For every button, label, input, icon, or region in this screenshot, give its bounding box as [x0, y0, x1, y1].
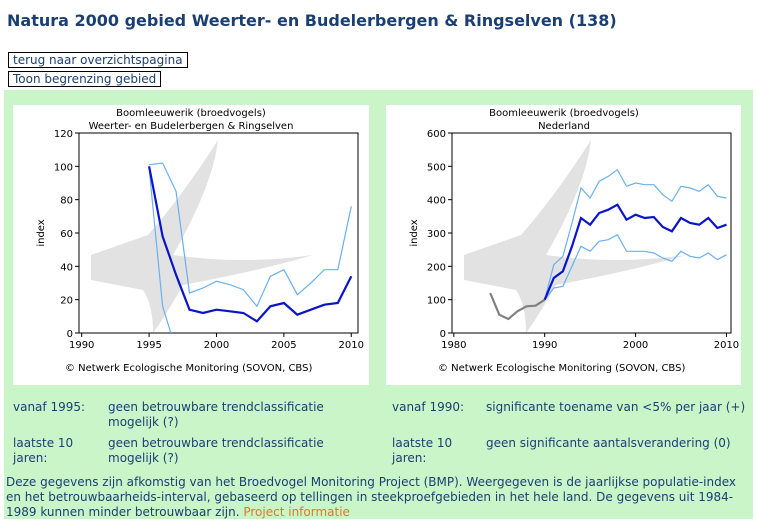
- trend-label: vanaf 1995:: [13, 400, 86, 414]
- y-tick-label: 300: [427, 229, 446, 240]
- x-tick-label: 2005: [271, 340, 296, 351]
- chart: Boomleeuwerik (broedvogels) Nederland inde…: [386, 105, 741, 385]
- series-line: [149, 162, 352, 308]
- trend-label: vanaf 1990:: [392, 400, 465, 414]
- y-axis-label: index: [409, 219, 420, 246]
- x-tick-label: 1980: [441, 340, 466, 351]
- trend-text: geen significante aantalsverandering (0): [486, 436, 731, 450]
- chart: Boomleeuwerik (broedvogels) Weerter- en B…: [13, 105, 369, 385]
- chart-subtitle: Weerter- en Budelerbergen & Ringselven: [89, 121, 294, 132]
- description-text: Deze gegevens zijn afkomstig van het Bro…: [6, 475, 737, 519]
- trend-label: laatste 10 jaren:: [13, 436, 74, 465]
- trend-label: laatste 10 jaren:: [392, 436, 453, 465]
- boundary-button[interactable]: Toon begrenzing gebied: [8, 71, 162, 87]
- bird-silhouette: [464, 140, 686, 333]
- x-tick-label: 1990: [532, 340, 557, 351]
- y-axis-label: index: [36, 219, 47, 246]
- chart-subtitle: Nederland: [538, 121, 590, 132]
- x-tick-label: 1995: [136, 340, 161, 351]
- y-tick-label: 100: [427, 296, 446, 307]
- y-tick-label: 40: [60, 262, 73, 273]
- y-tick-label: 60: [60, 229, 73, 240]
- y-tick-label: 400: [427, 196, 446, 207]
- y-tick-label: 200: [427, 262, 446, 273]
- x-tick-label: 2010: [714, 340, 739, 351]
- y-tick-label: 80: [60, 196, 73, 207]
- trend-text: geen betrouwbare trendclassificatie moge…: [108, 400, 324, 429]
- x-tick-label: 1990: [69, 340, 94, 351]
- source-note: © Netwerk Ecologische Monitoring (SOVON,…: [438, 363, 685, 374]
- series-line: [544, 168, 727, 300]
- series-line: [148, 167, 172, 333]
- series-line: [544, 233, 727, 301]
- chart-title: Boomleeuwerik (broedvogels): [116, 108, 266, 119]
- y-tick-label: 0: [67, 329, 73, 340]
- trend-text: significante toename van <5% per jaar (+…: [486, 400, 746, 414]
- x-tick-label: 2000: [623, 340, 648, 351]
- bird-silhouette: [91, 140, 313, 333]
- x-tick-label: 2010: [339, 340, 364, 351]
- page-title: Natura 2000 gebied Weerter- en Budelerbe…: [7, 11, 617, 30]
- y-tick-label: 20: [60, 296, 73, 307]
- source-note: © Netwerk Ecologische Monitoring (SOVON,…: [65, 363, 312, 374]
- series-line: [148, 166, 353, 323]
- x-tick-label: 2000: [204, 340, 229, 351]
- y-tick-label: 0: [440, 329, 446, 340]
- description: Deze gegevens zijn afkomstig van het Bro…: [6, 475, 751, 520]
- plot-frame: [78, 132, 359, 334]
- series-line: [489, 292, 546, 321]
- y-tick-label: 100: [54, 162, 73, 173]
- y-tick-label: 120: [54, 129, 73, 140]
- series-line: [543, 203, 727, 301]
- chart-title: Boomleeuwerik (broedvogels): [489, 108, 639, 119]
- project-link[interactable]: Project informatie: [243, 505, 350, 519]
- y-tick-label: 600: [427, 129, 446, 140]
- trend-text: geen betrouwbare trendclassificatie moge…: [108, 436, 324, 465]
- y-tick-label: 500: [427, 162, 446, 173]
- back-button[interactable]: terug naar overzichtspagina: [8, 52, 188, 68]
